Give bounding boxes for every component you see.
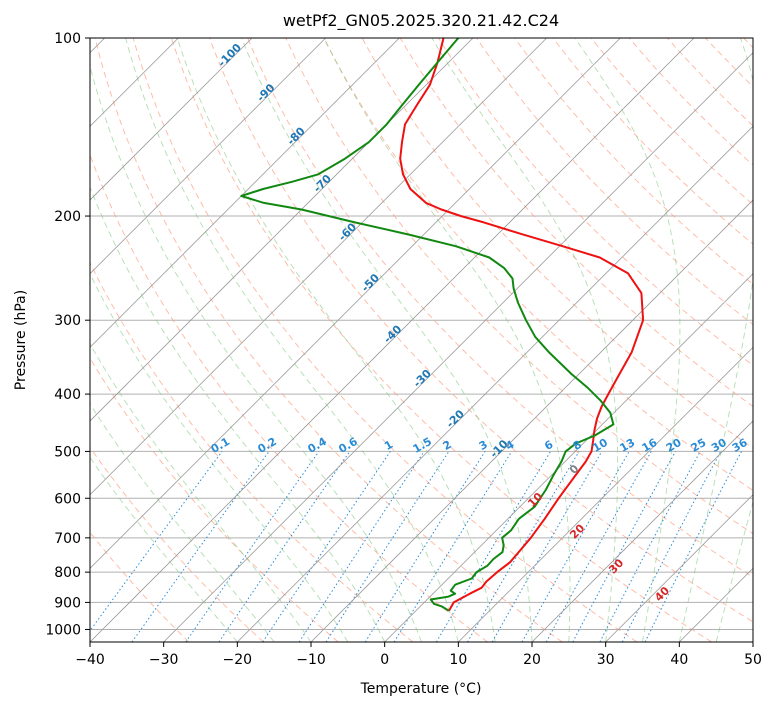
y-tick-label: 400 bbox=[54, 387, 81, 403]
y-tick-label: 300 bbox=[54, 313, 81, 329]
y-tick-label: 200 bbox=[54, 209, 81, 225]
x-tick-label: 50 bbox=[744, 652, 762, 668]
y-tick-label: 1000 bbox=[45, 622, 81, 638]
y-axis-label: Pressure (hPa) bbox=[13, 290, 29, 390]
x-tick-label: −30 bbox=[149, 652, 179, 668]
y-tick-label: 100 bbox=[54, 31, 81, 47]
x-tick-label: 40 bbox=[670, 652, 688, 668]
x-tick-label: 0 bbox=[380, 652, 389, 668]
y-tick-label: 500 bbox=[54, 444, 81, 460]
x-tick-label: −10 bbox=[296, 652, 326, 668]
x-tick-label: −40 bbox=[75, 652, 105, 668]
y-tick-label: 700 bbox=[54, 531, 81, 547]
x-axis-label: Temperature (°C) bbox=[360, 681, 482, 697]
x-tick-label: 20 bbox=[523, 652, 541, 668]
x-tick-label: 10 bbox=[449, 652, 467, 668]
x-tick-label: 30 bbox=[597, 652, 615, 668]
y-tick-label: 900 bbox=[54, 595, 81, 611]
x-tick-label: −20 bbox=[223, 652, 253, 668]
y-tick-label: 600 bbox=[54, 491, 81, 507]
y-tick-label: 800 bbox=[54, 565, 81, 581]
chart-title: wetPf2_GN05.2025.320.21.42.C24 bbox=[283, 11, 559, 31]
